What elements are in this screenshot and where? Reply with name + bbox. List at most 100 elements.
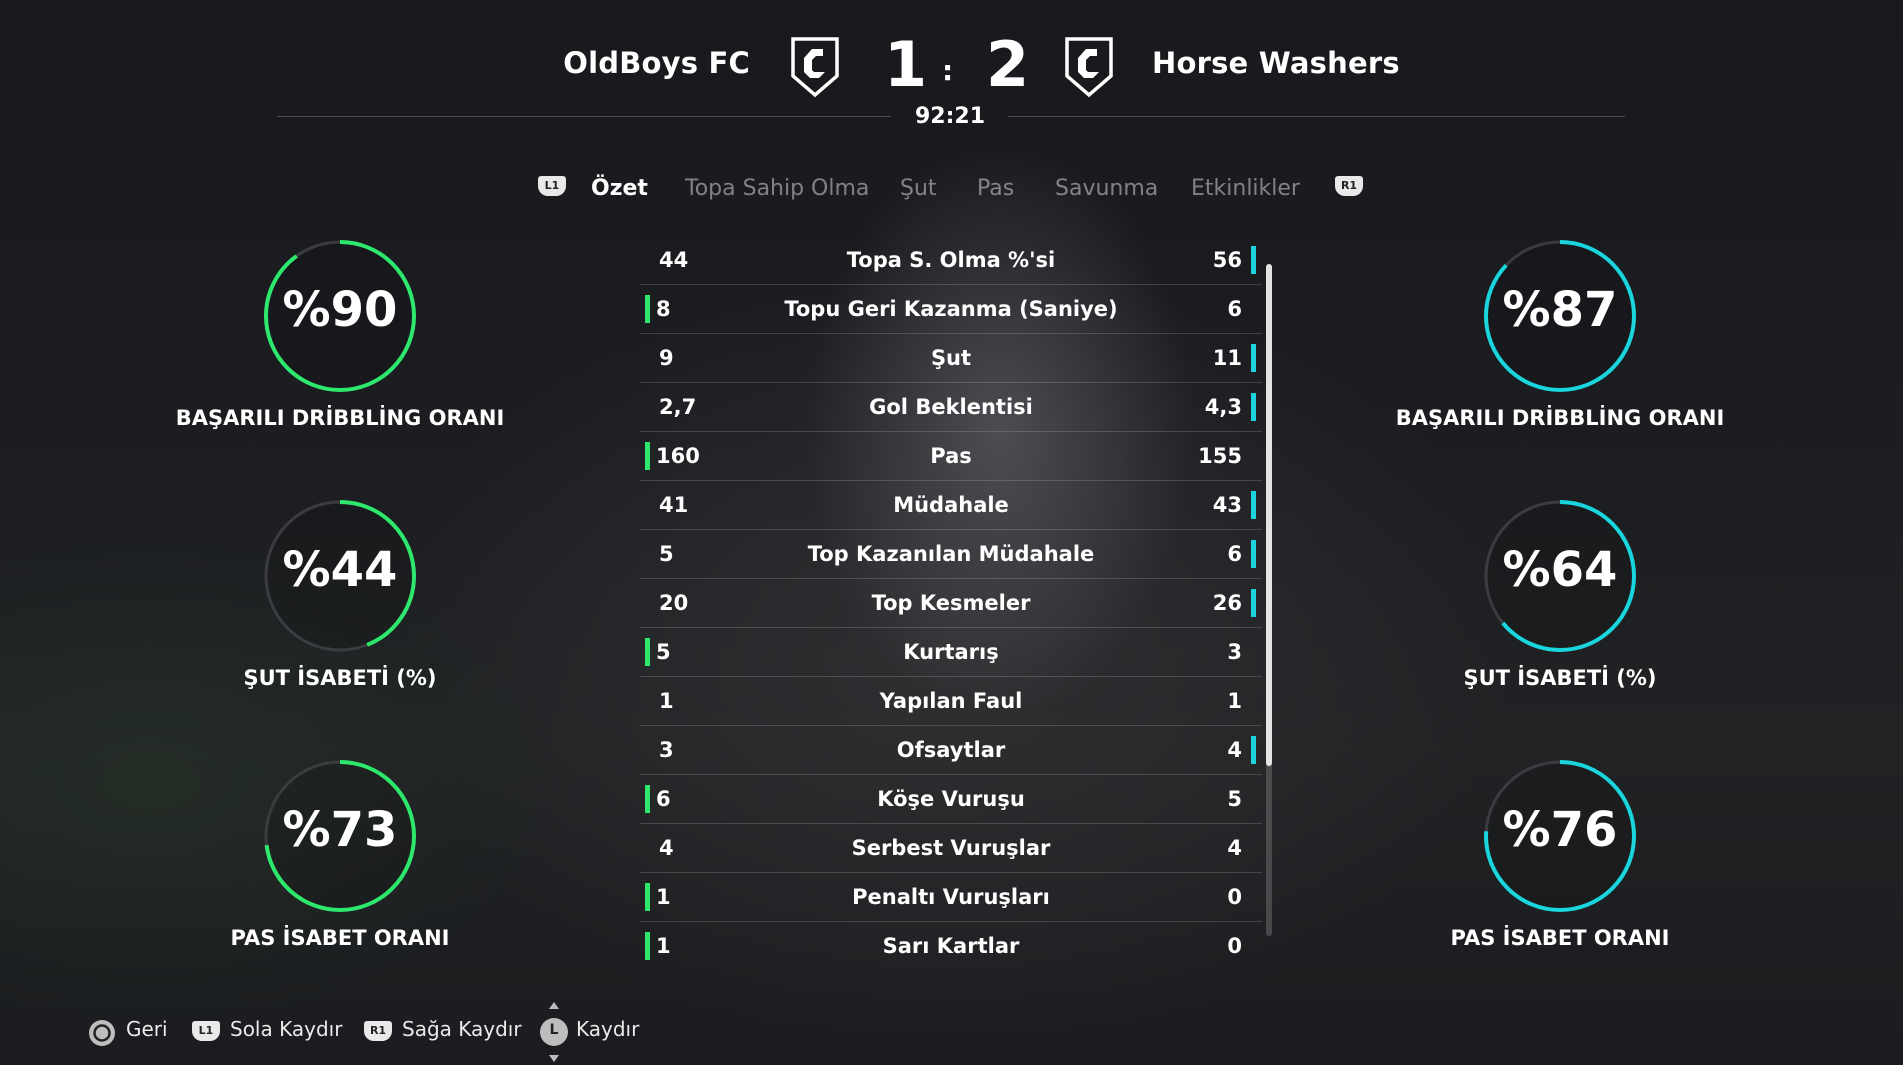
scroll-right-label[interactable]: Sağa Kaydır xyxy=(402,1017,522,1041)
home-team-crest-icon xyxy=(791,37,839,98)
home-pass-accuracy-value: %73 xyxy=(282,802,398,858)
stat-label: Sarı Kartlar xyxy=(882,934,1020,958)
home-pass-accuracy-label: PAS İSABET ORANI xyxy=(230,926,450,950)
stat-home-value: 1 xyxy=(659,689,674,713)
away-dribbling-value: %87 xyxy=(1502,282,1618,338)
home-score: 1 xyxy=(884,28,928,101)
stat-label: Pas xyxy=(930,444,972,468)
stat-label: Topa S. Olma %'si xyxy=(846,248,1056,272)
stat-home-value: 3 xyxy=(659,738,674,762)
stat-row: 2,7 Gol Beklentisi 4,3 xyxy=(640,383,1262,432)
scroll-left-label[interactable]: Sola Kaydır xyxy=(230,1017,343,1041)
stat-home-value: 5 xyxy=(659,542,674,566)
home-shot-accuracy-label: ŞUT İSABETİ (%) xyxy=(243,666,437,690)
stats-tab-bar: L1 Özet Topa Sahip Olma Şut Pas Savunma … xyxy=(0,172,1903,212)
stat-away-value: 43 xyxy=(1212,493,1242,517)
stat-away-value: 26 xyxy=(1212,591,1242,615)
home-leader-bar xyxy=(645,883,650,911)
match-clock: 92:21 xyxy=(914,104,986,129)
tab-topa-sahip-olma[interactable]: Topa Sahip Olma xyxy=(685,176,870,201)
stat-row: 44 Topa S. Olma %'si 56 xyxy=(640,236,1262,285)
home-leader-bar xyxy=(645,442,650,470)
away-shot-accuracy-ring: %64 xyxy=(1480,496,1640,656)
stat-label: Kurtarış xyxy=(903,640,999,664)
away-team-name: Horse Washers xyxy=(1152,46,1400,80)
stat-row: 1 Penaltı Vuruşları 0 xyxy=(640,873,1262,922)
stat-row: 5 Kurtarış 3 xyxy=(640,628,1262,677)
away-leader-bar xyxy=(1251,589,1256,617)
stat-home-value: 4 xyxy=(659,836,674,860)
stat-away-value: 4 xyxy=(1227,836,1242,860)
stats-scrollbar-thumb[interactable] xyxy=(1266,264,1272,766)
stat-row: 4 Serbest Vuruşlar 4 xyxy=(640,824,1262,873)
away-team-crest-icon xyxy=(1065,37,1113,98)
stat-home-value: 160 xyxy=(656,444,700,468)
stat-away-value: 4,3 xyxy=(1204,395,1242,419)
home-shot-accuracy-value: %44 xyxy=(282,542,398,598)
stat-home-value: 1 xyxy=(656,934,671,958)
away-leader-bar xyxy=(1251,491,1256,519)
l1-button-icon[interactable]: L1 xyxy=(538,176,566,196)
stat-row: 20 Top Kesmeler 26 xyxy=(640,579,1262,628)
header-divider-right xyxy=(1008,116,1625,117)
away-leader-bar xyxy=(1251,393,1256,421)
r1-button-icon[interactable]: R1 xyxy=(1335,176,1363,196)
tab-sut[interactable]: Şut xyxy=(900,176,937,201)
stat-row: 8 Topu Geri Kazanma (Saniye) 6 xyxy=(640,285,1262,334)
home-dribbling-ring: %90 xyxy=(260,236,420,396)
home-dribbling-value: %90 xyxy=(282,282,398,338)
stat-row: 1 Sarı Kartlar 0 xyxy=(640,922,1262,970)
home-leader-bar xyxy=(645,638,650,666)
home-leader-bar xyxy=(645,295,650,323)
footer-r1-button-icon[interactable]: R1 xyxy=(364,1021,392,1041)
away-leader-bar xyxy=(1251,736,1256,764)
away-leader-bar xyxy=(1251,344,1256,372)
ring-progress-arc xyxy=(1484,240,1636,392)
scroll-label[interactable]: Kaydır xyxy=(576,1017,640,1041)
away-pass-accuracy-value: %76 xyxy=(1502,802,1618,858)
stat-label: Yapılan Faul xyxy=(879,689,1023,713)
stat-away-value: 11 xyxy=(1212,346,1242,370)
stat-label: Serbest Vuruşlar xyxy=(851,836,1051,860)
away-dribbling-ring: %87 xyxy=(1480,236,1640,396)
stat-row: 1 Yapılan Faul 1 xyxy=(640,677,1262,726)
stat-row: 41 Müdahale 43 xyxy=(640,481,1262,530)
stat-home-value: 44 xyxy=(659,248,689,272)
stat-label: Şut xyxy=(930,346,972,370)
circle-button-icon[interactable] xyxy=(88,1019,116,1047)
stat-home-value: 9 xyxy=(659,346,674,370)
home-team-name: OldBoys FC xyxy=(563,46,750,80)
stat-away-value: 5 xyxy=(1227,787,1242,811)
away-score: 2 xyxy=(986,28,1030,101)
home-leader-bar xyxy=(645,932,650,960)
ring-progress-arc xyxy=(1484,500,1636,652)
away-leader-bar xyxy=(1251,540,1256,568)
stat-home-value: 6 xyxy=(656,787,671,811)
ring-progress-arc xyxy=(1484,760,1636,912)
stat-away-value: 1 xyxy=(1227,689,1242,713)
home-shot-accuracy-ring: %44 xyxy=(260,496,420,656)
tab-ozet[interactable]: Özet xyxy=(591,176,648,201)
stat-away-value: 4 xyxy=(1227,738,1242,762)
ring-progress-arc xyxy=(264,500,416,652)
stat-home-value: 1 xyxy=(656,885,671,909)
tab-pas[interactable]: Pas xyxy=(977,176,1015,201)
stat-label: Top Kazanılan Müdahale xyxy=(807,542,1095,566)
stat-row: 160 Pas 155 xyxy=(640,432,1262,481)
away-shot-accuracy-label: ŞUT İSABETİ (%) xyxy=(1463,666,1657,690)
stat-label: Köşe Vuruşu xyxy=(877,787,1025,811)
stat-label: Ofsaytlar xyxy=(896,738,1006,762)
home-pass-accuracy-ring: %73 xyxy=(260,756,420,916)
tab-etkinlikler[interactable]: Etkinlikler xyxy=(1191,176,1300,201)
stat-label: Gol Beklentisi xyxy=(869,395,1033,419)
ring-progress-arc xyxy=(264,240,416,392)
stat-away-value: 0 xyxy=(1227,934,1242,958)
left-stick-icon[interactable] xyxy=(539,1000,569,1064)
footer-l1-button-icon[interactable]: L1 xyxy=(192,1021,220,1041)
away-leader-bar xyxy=(1251,246,1256,274)
stat-away-value: 6 xyxy=(1227,297,1242,321)
tab-savunma[interactable]: Savunma xyxy=(1055,176,1159,201)
stat-away-value: 0 xyxy=(1227,885,1242,909)
away-dribbling-label: BAŞARILI DRİBBLİNG ORANI xyxy=(1395,406,1725,430)
back-label[interactable]: Geri xyxy=(126,1017,168,1041)
